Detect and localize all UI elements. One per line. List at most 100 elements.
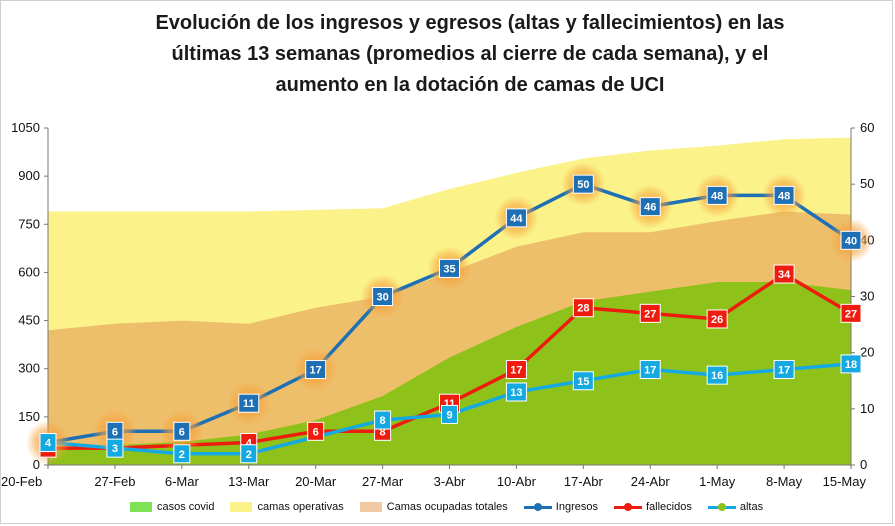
x-tick-label: 10-Abr xyxy=(497,474,537,489)
legend-label-fallecidos: fallecidos xyxy=(645,501,692,513)
legend-label-casos-covid: casos covid xyxy=(157,501,215,513)
data-label-fallecidos: 4 xyxy=(246,438,253,450)
data-label-ingresos: 11 xyxy=(243,398,255,410)
data-label-fallecidos: 8 xyxy=(380,426,386,438)
data-label-ingresos: 46 xyxy=(644,202,656,214)
x-tick-label: 27-Feb xyxy=(94,474,135,489)
marker-altas xyxy=(505,382,527,402)
x-tick-label: 24-Abr xyxy=(631,474,671,489)
x-tick-label: 15-May xyxy=(823,474,867,489)
marker-ingresos xyxy=(639,197,661,217)
data-label-altas: 3 xyxy=(112,443,118,455)
data-label-fallecidos: 34 xyxy=(778,269,791,281)
data-label-altas: 18 xyxy=(845,359,857,371)
data-label-ingresos: 44 xyxy=(510,213,523,225)
data-label-ingresos: 30 xyxy=(376,292,388,304)
data-label-altas: 17 xyxy=(778,365,790,377)
y-right-tick-label: 30 xyxy=(860,289,874,304)
title-line-1: Evolución de los ingresos y egresos (alt… xyxy=(155,12,785,34)
title-line-3: aumento en la dotación de camas de UCI xyxy=(275,74,665,96)
marker-ingresos xyxy=(840,230,862,250)
marker-altas xyxy=(639,360,661,380)
legend-label-altas: altas xyxy=(739,501,764,513)
legend-swatch-camas-operativas xyxy=(230,502,253,512)
legend-altas: altas xyxy=(707,501,764,513)
data-label-altas: 16 xyxy=(711,370,723,382)
data-label-fallecidos: 27 xyxy=(845,308,857,320)
marker-fallecidos xyxy=(639,303,661,323)
legend: casos covid camas operativas Camas ocupa… xyxy=(130,498,779,516)
data-label-altas: 13 xyxy=(510,387,522,399)
data-label-altas: 17 xyxy=(644,365,656,377)
legend-label-camas-operativas: camas operativas xyxy=(257,501,344,513)
data-label-ingresos: 6 xyxy=(179,426,185,438)
legend-fallecidos: fallecidos xyxy=(613,501,692,513)
x-tick-label: 17-Abr xyxy=(564,474,604,489)
marker-ingresos xyxy=(773,185,795,205)
marker-altas xyxy=(106,438,124,458)
marker-ingresos xyxy=(706,185,728,205)
marker-altas xyxy=(706,365,728,385)
legend-label-ingresos: Ingresos xyxy=(555,501,598,513)
y-left-tick-label: 600 xyxy=(18,264,40,279)
marker-altas xyxy=(240,444,258,464)
y-right-tick-label: 0 xyxy=(860,457,867,472)
line-altas xyxy=(47,362,852,456)
data-label-ingresos: 48 xyxy=(711,190,723,202)
data-label-altas: 4 xyxy=(45,438,52,450)
x-tick-label: 6-Mar xyxy=(165,474,200,489)
legend-swatch-camas-ocupadas xyxy=(359,502,382,512)
data-label-altas: 2 xyxy=(246,449,252,461)
y-left-tick-label: 0 xyxy=(33,457,40,472)
data-label-ingresos: 6 xyxy=(112,426,118,438)
y-left-tick-label: 300 xyxy=(18,361,40,376)
marker-ingresos xyxy=(505,208,527,228)
x-tick-label: 20-Feb xyxy=(1,474,42,489)
marker-fallecidos xyxy=(307,421,325,441)
y-left-tick-label: 750 xyxy=(18,216,40,231)
legend-ingresos: Ingresos xyxy=(523,501,598,513)
marker-altas xyxy=(441,404,458,424)
marker-fallecidos xyxy=(505,360,527,380)
legend-label-camas-ocupadas: Camas ocupadas totales xyxy=(386,501,508,513)
marker-altas xyxy=(39,433,57,453)
marker-fallecidos xyxy=(706,309,728,329)
y-left-tick-label: 1050 xyxy=(11,120,40,135)
marker-ingresos xyxy=(173,421,191,441)
marker-ingresos xyxy=(238,393,260,413)
marker-ingresos xyxy=(305,360,327,380)
marker-fallecidos xyxy=(773,264,795,284)
title-line-2: últimas 13 semanas (promedios al cierre … xyxy=(171,43,769,65)
marker-ingresos xyxy=(372,287,394,306)
y-left-tick-label: 900 xyxy=(18,168,40,183)
x-tick-label: 13-Mar xyxy=(228,474,270,489)
marker-altas xyxy=(572,371,594,391)
y-right-tick-label: 20 xyxy=(860,345,874,360)
data-label-ingresos: 50 xyxy=(577,179,589,191)
data-label-ingresos: 35 xyxy=(443,263,455,275)
x-tick-label: 1-May xyxy=(699,474,736,489)
marker-altas xyxy=(374,410,392,430)
y-right-tick-label: 60 xyxy=(860,120,874,135)
y-left-tick-label: 150 xyxy=(18,409,40,424)
data-label-altas: 8 xyxy=(380,415,386,427)
legend-swatch-casos-covid xyxy=(130,502,152,512)
legend-line-altas xyxy=(707,501,736,513)
legend-line-ingresos xyxy=(523,501,552,513)
marker-ingresos xyxy=(572,174,594,194)
marker-altas xyxy=(173,444,191,464)
data-label-ingresos: 48 xyxy=(778,190,790,202)
chart-title: Evolución de los ingresos y egresos (alt… xyxy=(40,8,895,101)
data-label-ingresos: 40 xyxy=(845,235,857,247)
line-fallecidos xyxy=(48,272,852,450)
data-label-fallecidos: 6 xyxy=(313,426,319,438)
data-label-fallecidos: 17 xyxy=(510,365,522,377)
x-tick-label: 3-Abr xyxy=(434,474,466,489)
y-right-tick-label: 50 xyxy=(860,176,874,191)
data-label-ingresos: 17 xyxy=(310,365,322,377)
data-label-fallecidos: 27 xyxy=(644,308,656,320)
data-label-altas: 2 xyxy=(179,449,185,461)
area-casos-covid xyxy=(48,282,851,465)
marker-fallecidos xyxy=(840,303,862,323)
